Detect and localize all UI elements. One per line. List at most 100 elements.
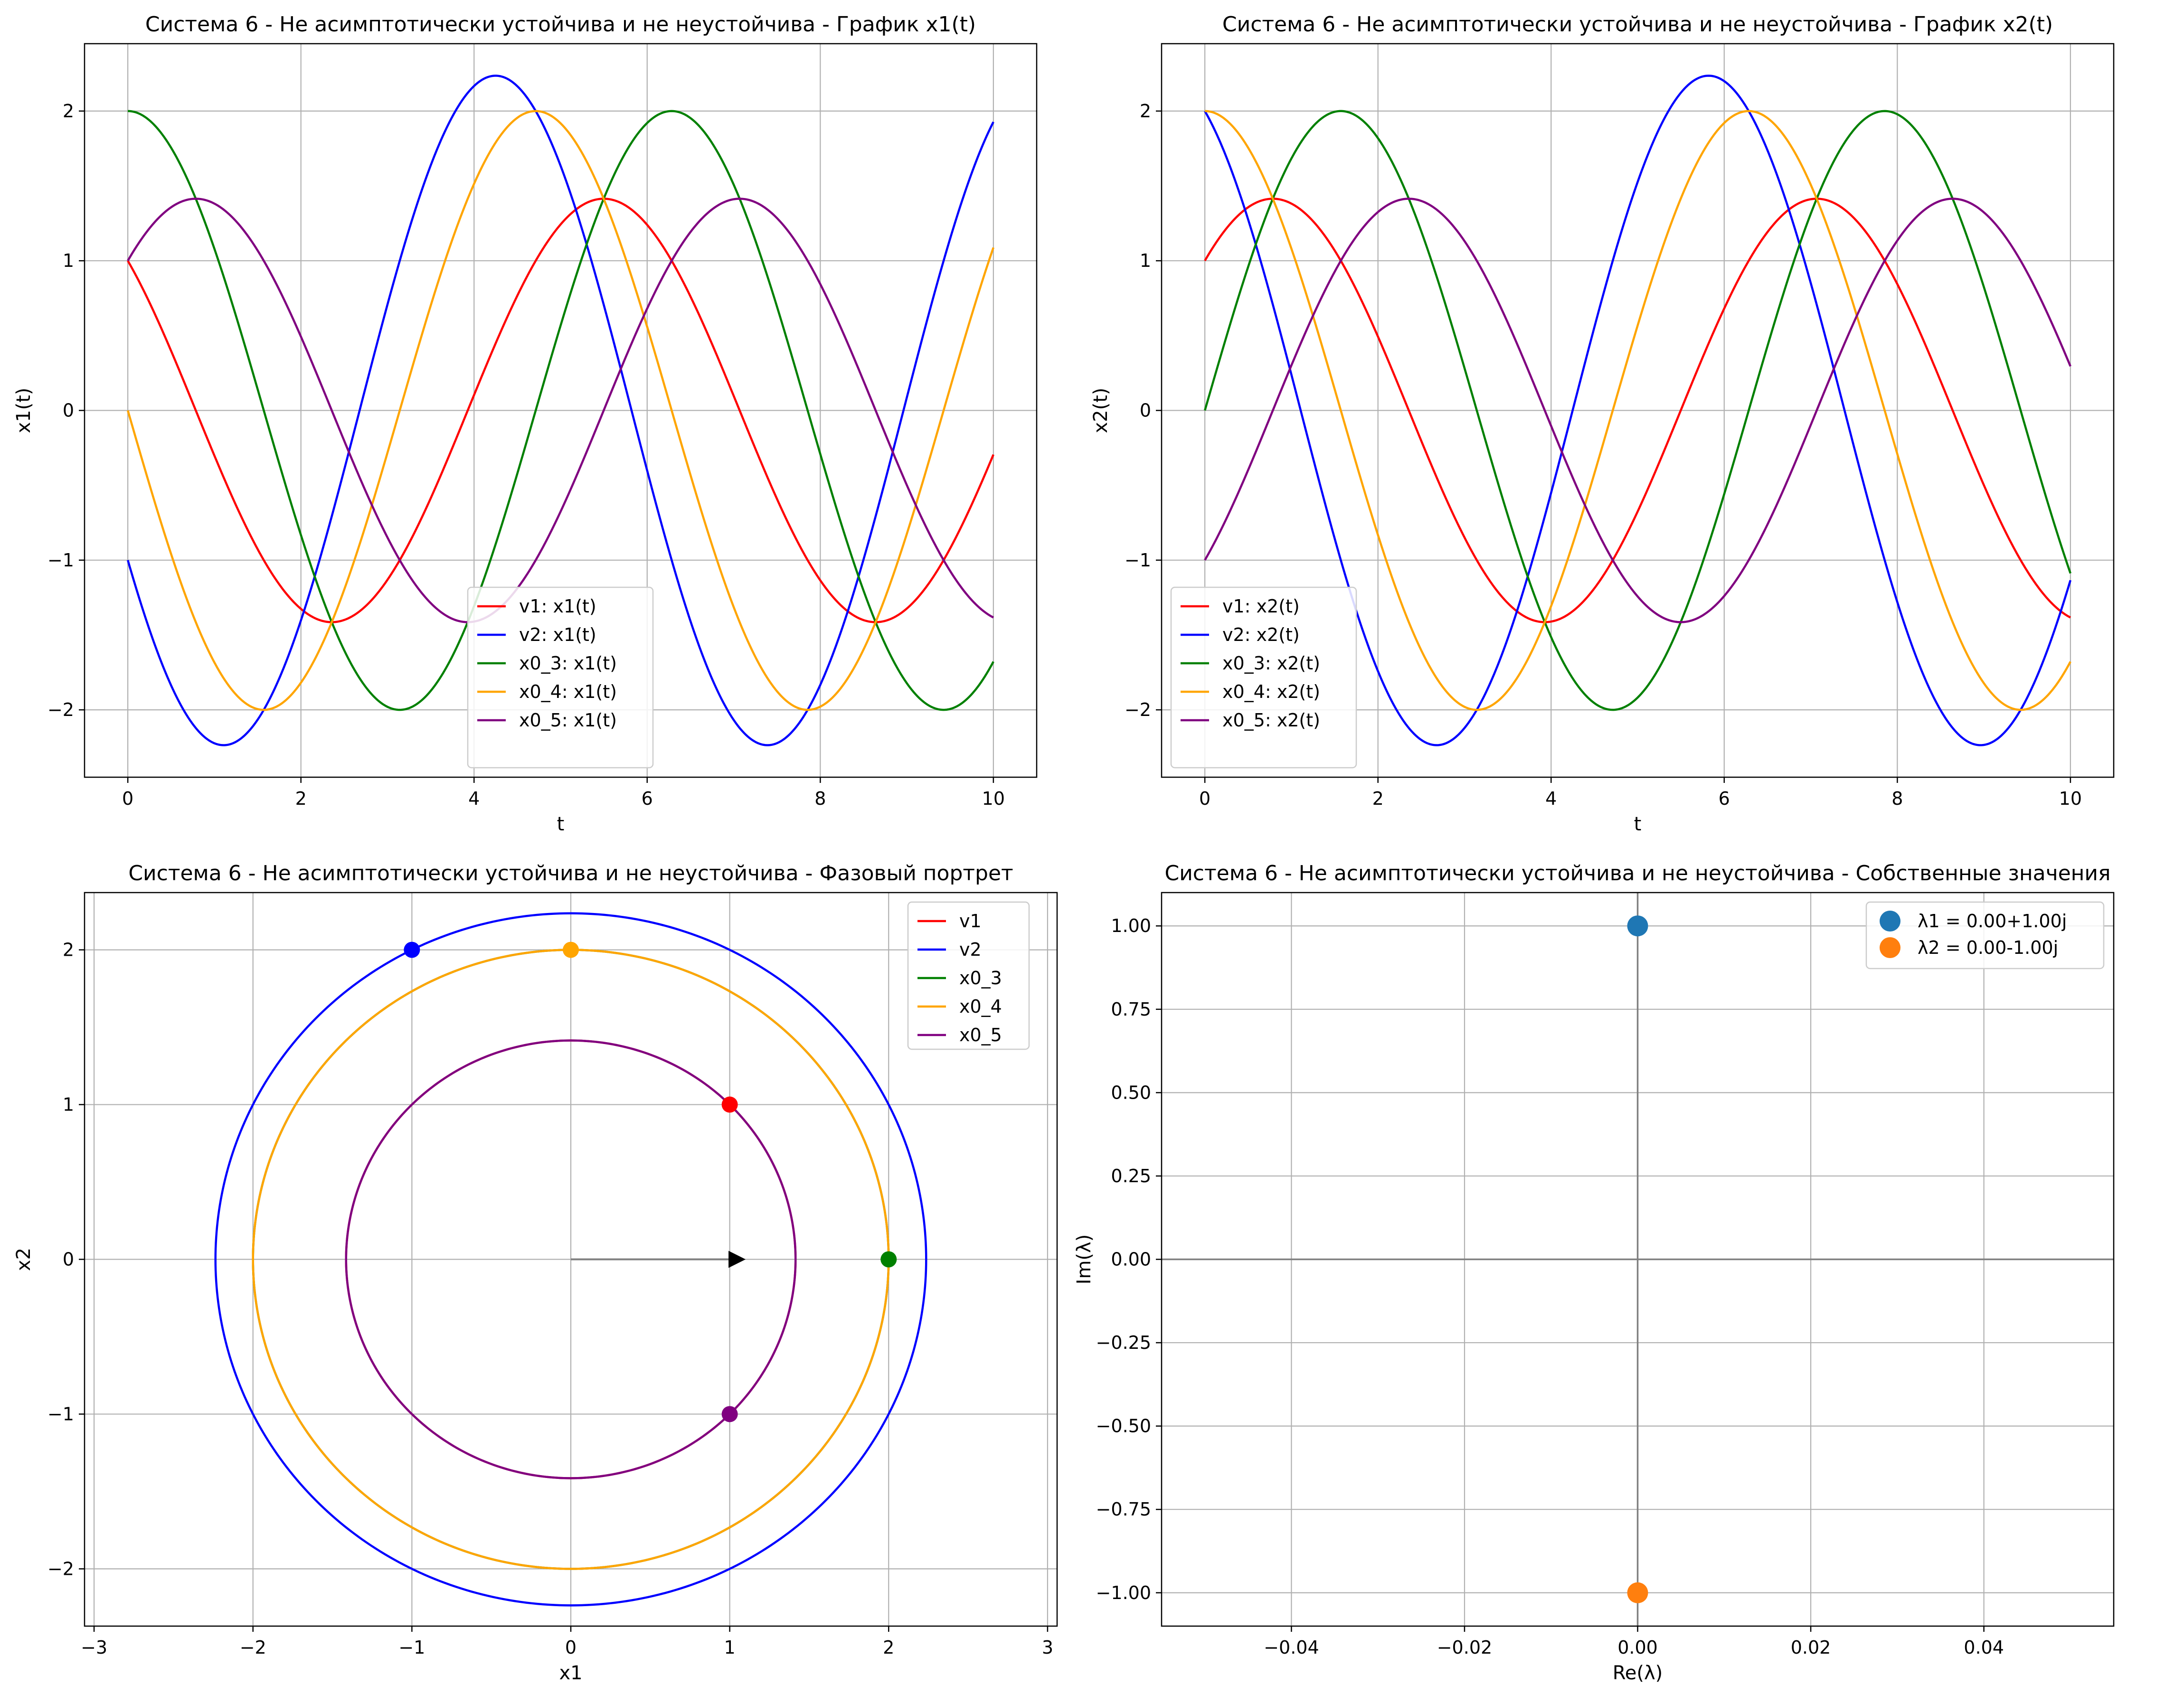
x-tick-label: 6 xyxy=(642,788,653,809)
y-tick-label: 1 xyxy=(63,1094,74,1115)
x-tick-label: 0 xyxy=(565,1637,577,1658)
y-axis-label: Im(λ) xyxy=(1073,1234,1095,1285)
y-tick-label: 2 xyxy=(63,101,74,122)
y-tick-label: 2 xyxy=(1140,101,1151,122)
x-tick-label: 0 xyxy=(122,788,133,809)
legend-label: v1: x2(t) xyxy=(1222,596,1300,617)
initial-point-3 xyxy=(563,941,579,958)
legend: λ1 = 0.00+1.00j λ2 = 0.00-1.00j xyxy=(1865,901,2105,969)
legend: v1: x2(t) v2: x2(t) x0_3: x2(t) x0_4: x2(t)… xyxy=(1170,586,1357,769)
y-axis-label: x2(t) xyxy=(1090,387,1112,433)
y-tick-label: 0.00 xyxy=(1111,1249,1151,1270)
legend-label: x0_5: x1(t) xyxy=(519,710,617,731)
x-axis-label: t xyxy=(1634,813,1642,835)
legend-box xyxy=(467,586,654,769)
legend: v1: x1(t) v2: x1(t) x0_3: x1(t) x0_4: x1(t)… xyxy=(467,586,654,769)
legend-marker xyxy=(1880,937,1900,958)
initial-point-1 xyxy=(404,941,420,958)
series-line-3 xyxy=(126,110,994,711)
x-tick-label: −0.04 xyxy=(1264,1637,1319,1658)
series-line-4 xyxy=(127,198,994,623)
chart-x2t: 0 2 4 6 8 10 −2 −1 0 1 2 Система 6 - Не асимптотиче… xyxy=(1090,12,2115,835)
x-tick-label: 2 xyxy=(295,788,307,809)
chart-title: Система 6 - Не асимптотически устойчива … xyxy=(128,861,1013,885)
y-tick-label: −1 xyxy=(47,1403,74,1424)
y-tick-label: 2 xyxy=(63,940,74,960)
phase-trajectory-3 xyxy=(252,949,890,1570)
y-tick-label: 0.50 xyxy=(1111,1082,1151,1103)
legend-label: x0_5: x2(t) xyxy=(1222,710,1320,731)
series-line-1 xyxy=(126,75,994,746)
x-tick-label: 10 xyxy=(982,788,1005,809)
x-tick-label: −1 xyxy=(398,1637,425,1658)
y-tick-label: 0.75 xyxy=(1111,999,1151,1020)
x-tick-label: −3 xyxy=(81,1637,107,1658)
series-line-0 xyxy=(1204,198,2071,623)
x-axis-label: Re(λ) xyxy=(1613,1662,1663,1684)
chart-eig: −0.04 −0.02 0.00 0.02 0.04 −1.00 −0.75 −0.50 −0.… xyxy=(1073,861,2115,1684)
series-line-2 xyxy=(128,110,994,711)
y-tick-label: 0 xyxy=(63,1249,74,1270)
chart-phase: −3 −2 −1 0 1 2 3 −2 −1 0 1 2 Система 6 - Не асимптот… xyxy=(13,861,1058,1684)
x-tick-label: 4 xyxy=(468,788,480,809)
legend-label: λ1 = 0.00+1.00j xyxy=(1918,911,2067,932)
legend-marker xyxy=(1880,911,1900,932)
plot-area xyxy=(1162,893,2114,1626)
legend-label: v2: x1(t) xyxy=(519,624,596,645)
legend-label: x0_3: x2(t) xyxy=(1222,653,1320,674)
legend-label: x0_3 xyxy=(959,968,1002,988)
x-tick-label: 0 xyxy=(1199,788,1210,809)
legend-label: v2 xyxy=(959,939,982,960)
x-tick-label: 10 xyxy=(2059,788,2082,809)
series-line-4 xyxy=(1204,198,2071,623)
series-line-2 xyxy=(1203,110,2071,711)
y-tick-label: −1.00 xyxy=(1096,1582,1151,1603)
phase-trajectory-1 xyxy=(214,912,927,1607)
legend-label: x0_4: x1(t) xyxy=(519,681,617,702)
y-tick-label: −1 xyxy=(47,550,74,571)
plot-area xyxy=(214,912,927,1607)
legend-box xyxy=(1170,586,1357,769)
y-tick-label: 1.00 xyxy=(1111,915,1151,936)
chart-x1t: 0 2 4 6 8 10 −2 −1 0 1 2 Система 6 - Не асимптотиче… xyxy=(13,12,1038,835)
chart-title: Система 6 - Не асимптотически устойчива … xyxy=(1222,12,2053,37)
initial-point-4 xyxy=(721,1406,738,1422)
x-tick-label: 2 xyxy=(883,1637,894,1658)
legend-label: v1: x1(t) xyxy=(519,596,596,617)
x-axis-label: x1 xyxy=(559,1662,582,1684)
plot-area xyxy=(1203,75,2072,746)
x-tick-label: 0.02 xyxy=(1791,1637,1831,1658)
y-tick-label: −0.75 xyxy=(1096,1499,1151,1520)
y-tick-label: 0.25 xyxy=(1111,1166,1151,1186)
legend-label: v1 xyxy=(959,911,982,932)
x-axis-label: t xyxy=(557,813,565,835)
eigenvalue-point-0 xyxy=(1627,915,1648,937)
initial-point-0 xyxy=(721,1096,738,1113)
y-tick-label: 0 xyxy=(1140,400,1151,421)
x-tick-label: 8 xyxy=(814,788,826,809)
y-tick-label: 1 xyxy=(1140,250,1151,271)
y-tick-label: −0.25 xyxy=(1096,1332,1151,1353)
x-tick-label: 2 xyxy=(1372,788,1384,809)
vector-arrow-head xyxy=(728,1251,746,1268)
x-tick-label: 6 xyxy=(1719,788,1730,809)
legend-box xyxy=(1865,901,2105,969)
y-tick-label: −2 xyxy=(1125,699,1151,720)
legend-label: x0_5 xyxy=(959,1025,1002,1045)
legend-label: x0_3: x1(t) xyxy=(519,653,617,674)
eigenvalue-point-1 xyxy=(1627,1582,1648,1603)
y-axis-label: x1(t) xyxy=(13,387,35,433)
chart-title: Система 6 - Не асимптотически устойчива … xyxy=(145,12,976,37)
y-tick-label: 0 xyxy=(63,400,74,421)
legend: v1 v2 x0_3 x0_4 x0_5 xyxy=(907,901,1030,1050)
x-tick-label: 8 xyxy=(1891,788,1903,809)
legend-label: v2: x2(t) xyxy=(1222,624,1300,645)
x-tick-label: 4 xyxy=(1545,788,1557,809)
legend-label: λ2 = 0.00-1.00j xyxy=(1918,937,2058,958)
plot-area xyxy=(126,75,994,746)
x-tick-label: 0.00 xyxy=(1617,1637,1658,1658)
y-axis-label: x2 xyxy=(13,1248,35,1271)
y-tick-label: −2 xyxy=(47,699,74,720)
x-tick-label: 1 xyxy=(724,1637,736,1658)
y-tick-label: −2 xyxy=(47,1558,74,1579)
